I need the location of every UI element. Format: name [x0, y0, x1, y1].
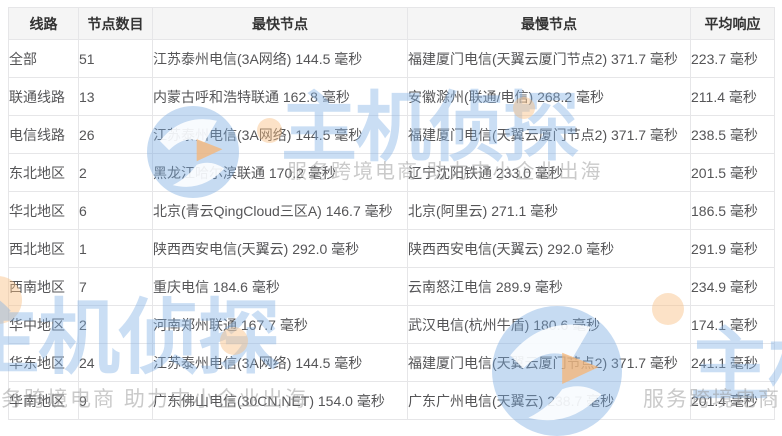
cell-count: 1: [78, 229, 153, 268]
cell-slowest: 武汉电信(杭州牛盾) 180.6 毫秒: [407, 305, 691, 344]
cell-fastest: 北京(青云QingCloud三区A) 146.7 毫秒: [152, 191, 408, 230]
cell-line: 西北地区: [8, 229, 79, 268]
header-line: 线路: [8, 7, 79, 40]
header-node-count: 节点数目: [78, 7, 153, 40]
cell-line: 华南地区: [8, 381, 79, 420]
cell-average: 186.5 毫秒: [690, 191, 775, 230]
table-row: 华北地区 6 北京(青云QingCloud三区A) 146.7 毫秒 北京(阿里…: [8, 191, 775, 230]
cell-average: 201.5 毫秒: [690, 153, 775, 192]
cell-count: 7: [78, 267, 153, 306]
cell-fastest: 江苏泰州电信(3A网络) 144.5 毫秒: [152, 343, 408, 382]
cell-average: 223.7 毫秒: [690, 39, 775, 78]
table-row: 华东地区 24 江苏泰州电信(3A网络) 144.5 毫秒 福建厦门电信(天翼云…: [8, 343, 775, 382]
speedtest-result-table: 线路 节点数目 最快节点 最慢节点 平均响应 全部 51 江苏泰州电信(3A网络…: [8, 7, 775, 420]
cell-fastest: 内蒙古呼和浩特联通 162.8 毫秒: [152, 77, 408, 116]
cell-count: 9: [78, 381, 153, 420]
cell-fastest: 重庆电信 184.6 毫秒: [152, 267, 408, 306]
table-row: 东北地区 2 黑龙江哈尔滨联通 170.2 毫秒 辽宁沈阳铁通 233.0 毫秒…: [8, 153, 775, 192]
cell-line: 东北地区: [8, 153, 79, 192]
cell-fastest: 广东佛山电信(30CN.NET) 154.0 毫秒: [152, 381, 408, 420]
cell-line: 华中地区: [8, 305, 79, 344]
cell-line: 电信线路: [8, 115, 79, 154]
cell-count: 24: [78, 343, 153, 382]
table-row: 西北地区 1 陕西西安电信(天翼云) 292.0 毫秒 陕西西安电信(天翼云) …: [8, 229, 775, 268]
table-row: 华南地区 9 广东佛山电信(30CN.NET) 154.0 毫秒 广东广州电信(…: [8, 381, 775, 420]
cell-line: 联通线路: [8, 77, 79, 116]
cell-slowest: 广东广州电信(天翼云) 238.7 毫秒: [407, 381, 691, 420]
cell-slowest: 辽宁沈阳铁通 233.0 毫秒: [407, 153, 691, 192]
table-row: 华中地区 2 河南郑州联通 167.7 毫秒 武汉电信(杭州牛盾) 180.6 …: [8, 305, 775, 344]
cell-fastest: 黑龙江哈尔滨联通 170.2 毫秒: [152, 153, 408, 192]
header-avg-response: 平均响应: [690, 7, 775, 40]
table-row: 联通线路 13 内蒙古呼和浩特联通 162.8 毫秒 安徽滁州(联通/电信) 2…: [8, 77, 775, 116]
cell-average: 174.1 毫秒: [690, 305, 775, 344]
cell-average: 291.9 毫秒: [690, 229, 775, 268]
cell-average: 238.5 毫秒: [690, 115, 775, 154]
cell-slowest: 福建厦门电信(天翼云厦门节点2) 371.7 毫秒: [407, 115, 691, 154]
cell-line: 西南地区: [8, 267, 79, 306]
cell-count: 6: [78, 191, 153, 230]
header-slowest-node: 最慢节点: [407, 7, 691, 40]
cell-average: 211.4 毫秒: [690, 77, 775, 116]
cell-fastest: 江苏泰州电信(3A网络) 144.5 毫秒: [152, 115, 408, 154]
cell-line: 全部: [8, 39, 79, 78]
table-header-row: 线路 节点数目 最快节点 最慢节点 平均响应: [8, 7, 775, 40]
cell-average: 241.1 毫秒: [690, 343, 775, 382]
cell-count: 2: [78, 153, 153, 192]
cell-fastest: 河南郑州联通 167.7 毫秒: [152, 305, 408, 344]
cell-count: 26: [78, 115, 153, 154]
table-row: 电信线路 26 江苏泰州电信(3A网络) 144.5 毫秒 福建厦门电信(天翼云…: [8, 115, 775, 154]
cell-average: 201.4 毫秒: [690, 381, 775, 420]
cell-slowest: 福建厦门电信(天翼云厦门节点2) 371.7 毫秒: [407, 39, 691, 78]
cell-line: 华东地区: [8, 343, 79, 382]
cell-slowest: 安徽滁州(联通/电信) 268.2 毫秒: [407, 77, 691, 116]
cell-slowest: 陕西西安电信(天翼云) 292.0 毫秒: [407, 229, 691, 268]
cell-fastest: 江苏泰州电信(3A网络) 144.5 毫秒: [152, 39, 408, 78]
cell-line: 华北地区: [8, 191, 79, 230]
cell-slowest: 云南怒江电信 289.9 毫秒: [407, 267, 691, 306]
cell-fastest: 陕西西安电信(天翼云) 292.0 毫秒: [152, 229, 408, 268]
cell-slowest: 福建厦门电信(天翼云厦门节点2) 371.7 毫秒: [407, 343, 691, 382]
cell-count: 13: [78, 77, 153, 116]
table-row: 西南地区 7 重庆电信 184.6 毫秒 云南怒江电信 289.9 毫秒 234…: [8, 267, 775, 306]
cell-slowest: 北京(阿里云) 271.1 毫秒: [407, 191, 691, 230]
header-fastest-node: 最快节点: [152, 7, 408, 40]
cell-average: 234.9 毫秒: [690, 267, 775, 306]
cell-count: 51: [78, 39, 153, 78]
cell-count: 2: [78, 305, 153, 344]
table-row: 全部 51 江苏泰州电信(3A网络) 144.5 毫秒 福建厦门电信(天翼云厦门…: [8, 39, 775, 78]
